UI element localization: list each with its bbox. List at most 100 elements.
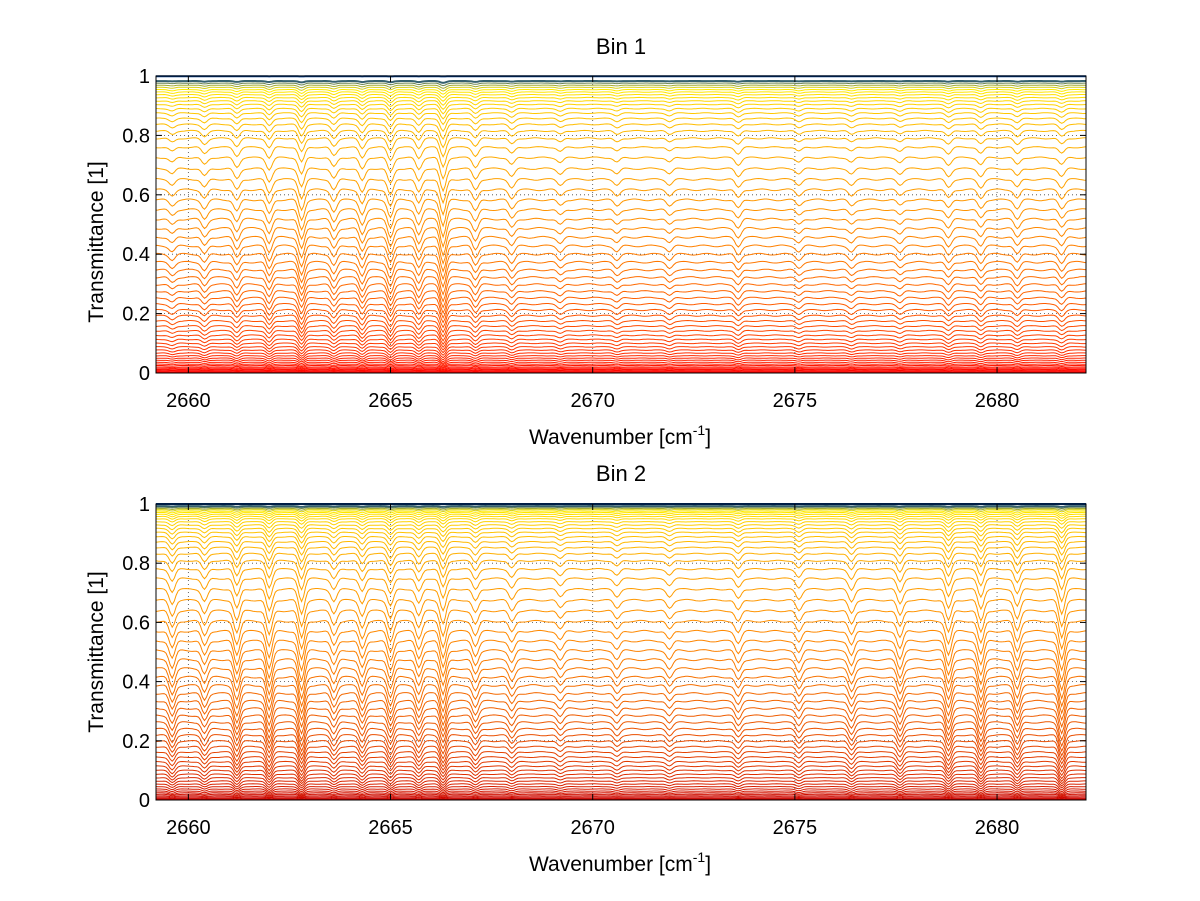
series-line (155, 177, 1087, 205)
series-line (155, 619, 1087, 651)
x-axis-label: Wavenumber [cm-1] (529, 422, 711, 449)
series-line (155, 675, 1087, 708)
x-axis-ticks: 2660 2665 2670 2675 2680 (166, 504, 1019, 839)
y-axis-ticks: 0 0.2 0.4 0.6 0.8 1 (122, 494, 1086, 812)
y-tick-label: 0.4 (122, 244, 150, 266)
subplot-bin-2: Bin 2 2660 2665 2670 2675 2680 0 0.2 0.4 0.6 0.8… (85, 461, 1087, 876)
y-axis-label: Transmittance [1] (85, 571, 108, 732)
x-tick-label: 2675 (773, 390, 818, 412)
series-line (155, 531, 1087, 544)
y-tick-label: 0.2 (122, 304, 150, 326)
series-line (155, 546, 1086, 563)
series-line (155, 367, 1086, 371)
y-tick-label: 0.6 (122, 185, 150, 207)
series-line (155, 535, 1087, 550)
series-line (156, 796, 1086, 799)
series-line (155, 773, 1087, 785)
series-line (156, 361, 1086, 367)
x-tick-label: 2665 (368, 390, 413, 412)
series-line (155, 244, 1087, 273)
x-tick-label: 2660 (166, 817, 211, 839)
series-line (155, 93, 1087, 102)
x-tick-label: 2660 (166, 390, 211, 412)
series-line (155, 587, 1087, 616)
series-line (155, 559, 1087, 581)
series-line (156, 100, 1087, 110)
y-tick-label: 0.2 (122, 731, 150, 753)
series-line (155, 552, 1087, 571)
series-line (156, 507, 1086, 511)
series-line (155, 751, 1087, 769)
series-line (156, 795, 1086, 799)
series-line (155, 334, 1087, 349)
series-line (155, 137, 1086, 158)
series-line (155, 540, 1087, 556)
series-line (155, 276, 1087, 303)
series-line (155, 260, 1087, 289)
series-line (156, 364, 1087, 369)
series-line (156, 793, 1086, 798)
series-line (156, 692, 1087, 722)
series-line (156, 96, 1086, 106)
series-line (156, 346, 1086, 356)
x-axis-label: Wavenumber [cm-1] (529, 849, 711, 876)
series-line (156, 86, 1086, 92)
series-line (155, 756, 1087, 773)
x-tick-label: 2680 (975, 817, 1020, 839)
series-line (155, 91, 1087, 99)
series-line (156, 745, 1087, 765)
series-line (155, 511, 1086, 517)
series-line (156, 721, 1087, 748)
series-line (155, 112, 1086, 126)
series-line (155, 314, 1087, 334)
x-tick-label: 2670 (570, 817, 615, 839)
series-line (155, 156, 1087, 181)
series-line (155, 609, 1087, 640)
x-axis-ticks: 2660 2665 2670 2675 2680 (166, 76, 1019, 412)
series-line (155, 198, 1087, 228)
series-line (156, 513, 1086, 519)
series-line (155, 355, 1086, 363)
series-line (156, 790, 1086, 796)
series-line (156, 252, 1087, 281)
series-line (156, 366, 1087, 370)
series-line (155, 188, 1087, 217)
series-line (156, 506, 1087, 510)
series-line (155, 524, 1086, 534)
series-line (155, 707, 1087, 736)
series-line (155, 714, 1087, 742)
series-line (155, 329, 1087, 346)
x-tick-label: 2670 (570, 390, 615, 412)
x-tick-label: 2680 (975, 390, 1020, 412)
series-line (156, 370, 1086, 373)
series-line (156, 363, 1086, 368)
series-line (155, 107, 1087, 120)
series-line (156, 504, 1086, 508)
y-axis-ticks: 0 0.2 0.4 0.6 0.8 1 (122, 66, 1086, 385)
series-line (156, 79, 1086, 84)
series-line (156, 777, 1086, 787)
subplot-title: Bin 1 (596, 34, 646, 59)
series-line (156, 797, 1086, 800)
series-line (155, 235, 1087, 266)
series-line (155, 117, 1087, 133)
series-lines (155, 75, 1087, 374)
series-line (156, 357, 1086, 364)
series-line (155, 739, 1087, 761)
series-line (155, 208, 1087, 239)
series-line (155, 518, 1086, 525)
series-line (155, 667, 1087, 701)
series-line (155, 785, 1087, 793)
series-line (155, 792, 1086, 797)
series-line (155, 760, 1086, 777)
series-line (155, 338, 1087, 351)
series-line (156, 359, 1086, 366)
series-line (155, 567, 1087, 591)
x-tick-label: 2675 (773, 817, 818, 839)
series-line (156, 509, 1086, 513)
series-line (155, 129, 1087, 149)
subplot-title: Bin 2 (596, 461, 646, 486)
series-line (156, 527, 1086, 539)
